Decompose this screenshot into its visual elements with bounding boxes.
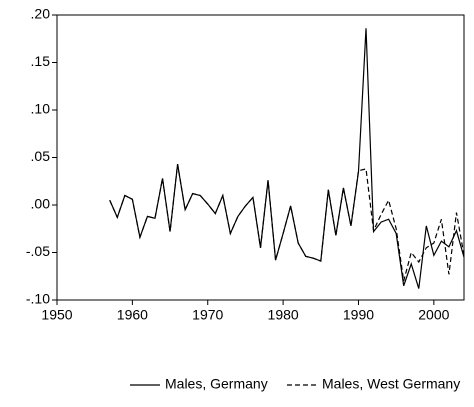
series-line xyxy=(109,164,465,282)
y-tick-label: .15 xyxy=(31,53,51,69)
legend-label: Males, West Germany xyxy=(322,376,460,392)
y-tick-label: .10 xyxy=(31,101,51,117)
legend-label: Males, Germany xyxy=(165,376,268,392)
series-line xyxy=(109,28,465,289)
x-tick-label: 1960 xyxy=(117,307,148,323)
y-tick-label: .00 xyxy=(31,196,51,212)
x-tick-label: 1970 xyxy=(192,307,223,323)
x-tick-label: 1950 xyxy=(41,307,72,323)
y-tick-label: -.05 xyxy=(26,243,50,259)
plot-frame xyxy=(56,14,465,301)
y-tick-label: .05 xyxy=(31,148,51,164)
y-tick-label: .20 xyxy=(31,6,51,22)
x-tick-label: 1980 xyxy=(268,307,299,323)
x-tick-label: 1990 xyxy=(343,307,374,323)
y-tick-label: -.10 xyxy=(26,291,50,307)
x-tick-label: 2000 xyxy=(418,307,449,323)
